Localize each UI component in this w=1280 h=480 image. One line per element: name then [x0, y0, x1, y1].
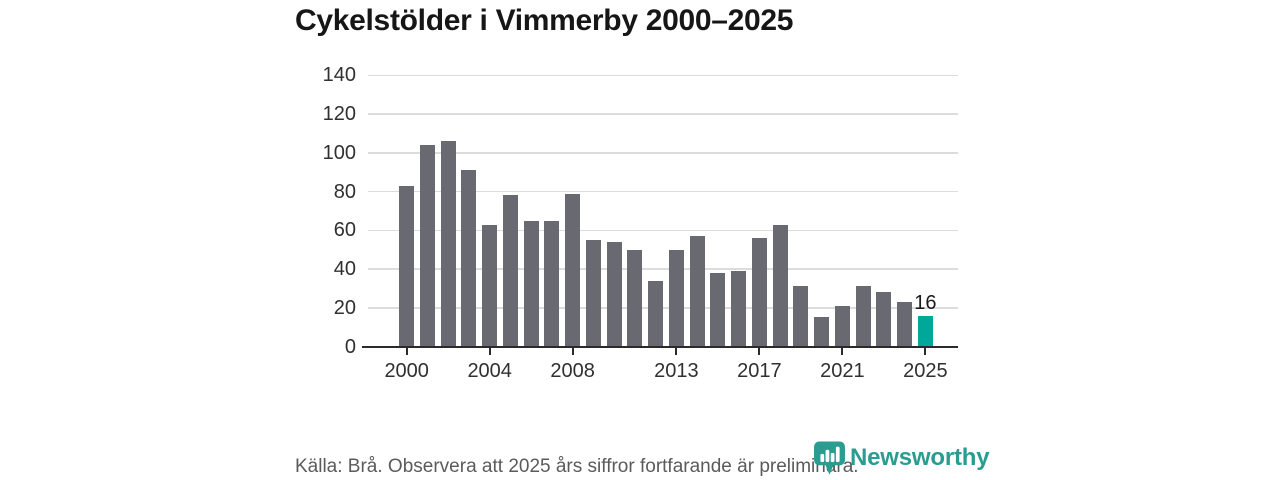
x-axis-tick: [675, 348, 678, 355]
bar-2001: [419, 145, 435, 347]
x-axis-tick: [488, 348, 491, 355]
y-axis-label: 120: [322, 103, 356, 126]
gridline: [368, 113, 958, 115]
bar-2015: [710, 272, 726, 347]
bar-2024: [897, 301, 913, 347]
bar-2012: [648, 280, 664, 347]
bar-2013: [668, 249, 684, 347]
newsworthy-logo-icon: [814, 441, 845, 475]
bar-2000: [399, 185, 415, 347]
gridline: [368, 229, 958, 232]
y-axis-label: 20: [333, 296, 356, 319]
y-axis-label: 100: [322, 141, 356, 164]
bar-2009: [585, 240, 601, 347]
bar-2008: [565, 193, 581, 347]
x-axis-label: 2008: [550, 360, 595, 382]
x-axis-label: 2013: [654, 360, 699, 382]
bar-2017: [751, 238, 767, 347]
x-axis-tick: [841, 348, 844, 355]
bar-2021: [834, 305, 850, 347]
x-axis-label: 2000: [384, 360, 429, 382]
gridline: [368, 190, 958, 193]
y-axis-label: 40: [333, 258, 356, 281]
bar-2018: [772, 224, 788, 347]
x-axis-tick: [571, 348, 574, 355]
bar-2011: [627, 249, 643, 347]
x-axis-label: 2021: [820, 360, 865, 382]
bar-2022: [855, 286, 871, 347]
bar-value-label: 16: [914, 291, 937, 314]
bar-2002: [440, 141, 456, 347]
axis-baseline: [362, 345, 958, 348]
bar-2006: [523, 220, 539, 347]
x-axis-label: 2004: [467, 360, 512, 382]
bar-2005: [502, 195, 518, 347]
bar-2025: [917, 315, 933, 347]
bar-2003: [461, 170, 477, 347]
x-axis-tick: [405, 348, 408, 355]
gridline: [368, 74, 958, 77]
y-axis-label: 80: [333, 180, 356, 203]
gridline: [368, 268, 958, 270]
bar-2019: [793, 286, 809, 347]
bar-2010: [606, 241, 622, 347]
bar-2007: [544, 220, 560, 347]
bar-2014: [689, 236, 705, 347]
source-note: Källa: Brå. Observera att 2025 års siffr…: [295, 456, 859, 477]
x-axis-tick: [924, 348, 927, 355]
bar-2023: [876, 292, 892, 347]
bar-2020: [814, 317, 830, 347]
chart-title: Cykelstölder i Vimmerby 2000–2025: [295, 4, 794, 37]
y-axis-label: 0: [344, 335, 356, 358]
y-axis-label: 60: [333, 219, 356, 242]
y-axis-label: 140: [322, 64, 356, 87]
gridline: [368, 152, 958, 154]
newsworthy-logo-text: Newsworthy: [850, 444, 990, 471]
x-axis-tick: [758, 348, 761, 355]
bar-2016: [731, 270, 747, 347]
x-axis-label: 2017: [737, 360, 782, 382]
bar-2004: [482, 224, 498, 347]
x-axis-label: 2025: [903, 360, 948, 382]
newsworthy-logo: Newsworthy: [813, 440, 990, 476]
